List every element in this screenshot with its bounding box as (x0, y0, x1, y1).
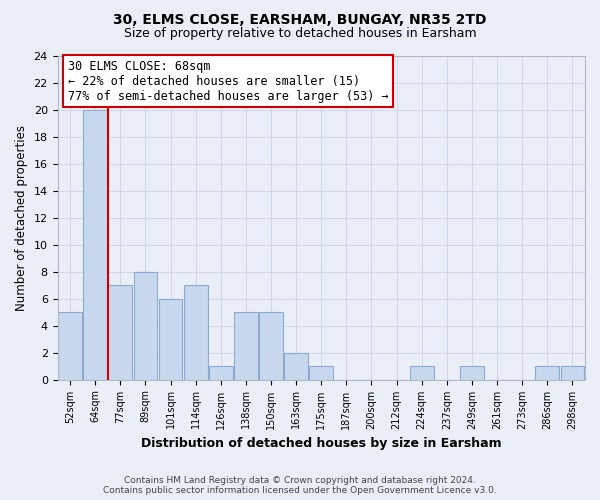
Bar (535, 366, 559, 380)
Bar (184, 286, 208, 380)
Bar (460, 366, 484, 380)
Bar (134, 272, 157, 380)
Text: 30, ELMS CLOSE, EARSHAM, BUNGAY, NR35 2TD: 30, ELMS CLOSE, EARSHAM, BUNGAY, NR35 2T… (113, 12, 487, 26)
Bar (58, 312, 82, 380)
Bar (158, 299, 182, 380)
X-axis label: Distribution of detached houses by size in Earsham: Distribution of detached houses by size … (141, 437, 502, 450)
Y-axis label: Number of detached properties: Number of detached properties (15, 125, 28, 311)
Bar (560, 366, 584, 380)
Bar (310, 366, 333, 380)
Bar (259, 312, 283, 380)
Bar (83, 110, 107, 380)
Bar (284, 352, 308, 380)
Text: Size of property relative to detached houses in Earsham: Size of property relative to detached ho… (124, 28, 476, 40)
Text: Contains HM Land Registry data © Crown copyright and database right 2024.
Contai: Contains HM Land Registry data © Crown c… (103, 476, 497, 495)
Text: 30 ELMS CLOSE: 68sqm
← 22% of detached houses are smaller (15)
77% of semi-detac: 30 ELMS CLOSE: 68sqm ← 22% of detached h… (68, 60, 389, 102)
Bar (234, 312, 258, 380)
Bar (209, 366, 233, 380)
Bar (109, 286, 132, 380)
Bar (410, 366, 434, 380)
